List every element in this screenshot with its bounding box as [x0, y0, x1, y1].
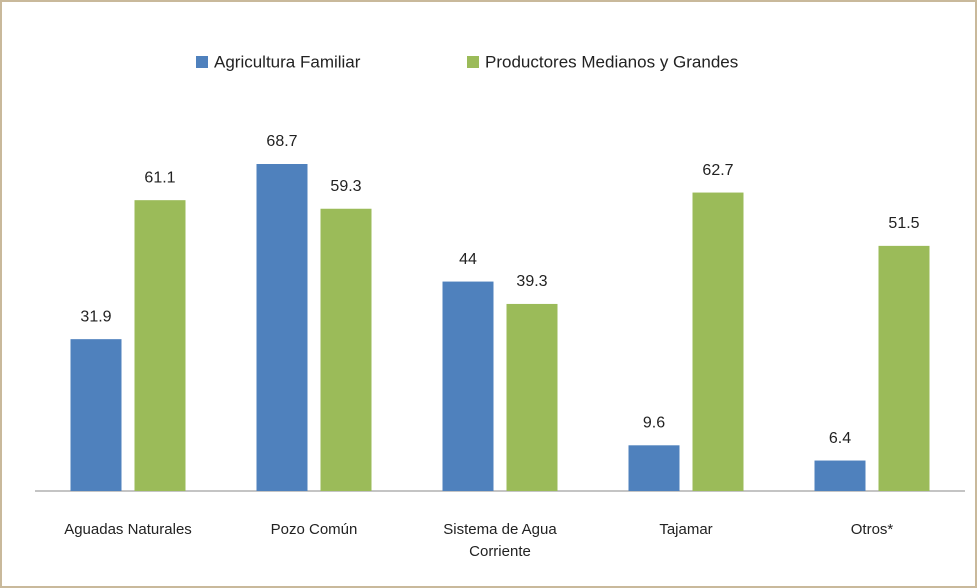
- x-tick-label: Aguadas Naturales: [64, 521, 192, 538]
- bar: [320, 208, 372, 491]
- bar: [134, 200, 186, 491]
- legend-label: Agricultura Familiar: [214, 52, 361, 71]
- value-label: 51.5: [888, 215, 919, 232]
- legend-label: Productores Medianos y Grandes: [485, 52, 738, 71]
- bar: [70, 339, 122, 491]
- bar: [814, 460, 866, 491]
- value-label: 61.1: [144, 169, 175, 186]
- x-tick-label: Otros*: [850, 521, 894, 538]
- bar: [878, 245, 930, 491]
- bar: [628, 445, 680, 491]
- bar: [692, 192, 744, 491]
- bar: [256, 164, 308, 491]
- value-label: 62.7: [702, 162, 733, 179]
- x-tick-label: Sistema de Agua Corriente: [443, 521, 557, 560]
- value-label: 68.7: [266, 133, 297, 150]
- bar: [442, 281, 494, 491]
- value-label: 9.6: [643, 415, 665, 432]
- bar: [506, 303, 558, 491]
- value-label: 44: [459, 251, 477, 268]
- legend-swatch: [196, 56, 208, 68]
- value-label: 59.3: [330, 178, 361, 195]
- x-tick-label: Tajamar: [659, 521, 713, 538]
- x-tick-label: Pozo Común: [270, 521, 358, 538]
- value-label: 39.3: [516, 273, 547, 290]
- legend-swatch: [467, 56, 479, 68]
- value-label: 6.4: [829, 430, 851, 447]
- value-label: 31.9: [80, 308, 111, 325]
